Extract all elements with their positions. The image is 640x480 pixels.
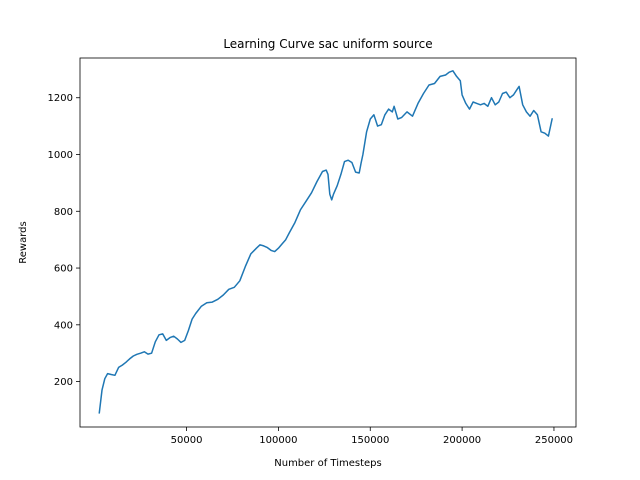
- x-tick-label: 250000: [535, 435, 573, 446]
- x-tick-label: 200000: [443, 435, 481, 446]
- y-tick-label: 600: [54, 264, 73, 275]
- y-axis-title: Rewards: [18, 221, 29, 263]
- x-tick-label: 100000: [259, 435, 297, 446]
- reward-curve-line: [98, 70, 553, 414]
- y-tick-label: 1200: [48, 93, 73, 104]
- x-axis-ticks: 50000 100000 150000 200000 250000: [171, 427, 573, 446]
- x-tick-label: 150000: [351, 435, 389, 446]
- y-tick-label: 200: [54, 377, 73, 388]
- x-axis-title: Number of Timesteps: [274, 458, 381, 469]
- y-axis-ticks: 200 400 600 800 1000 1200: [48, 93, 80, 388]
- y-tick-label: 1000: [48, 150, 73, 161]
- chart-title: Learning Curve sac uniform source: [223, 37, 432, 51]
- plot-area-frame: [79, 57, 577, 428]
- y-tick-label: 800: [54, 207, 73, 218]
- y-tick-label: 400: [54, 320, 73, 331]
- x-tick-label: 50000: [171, 435, 203, 446]
